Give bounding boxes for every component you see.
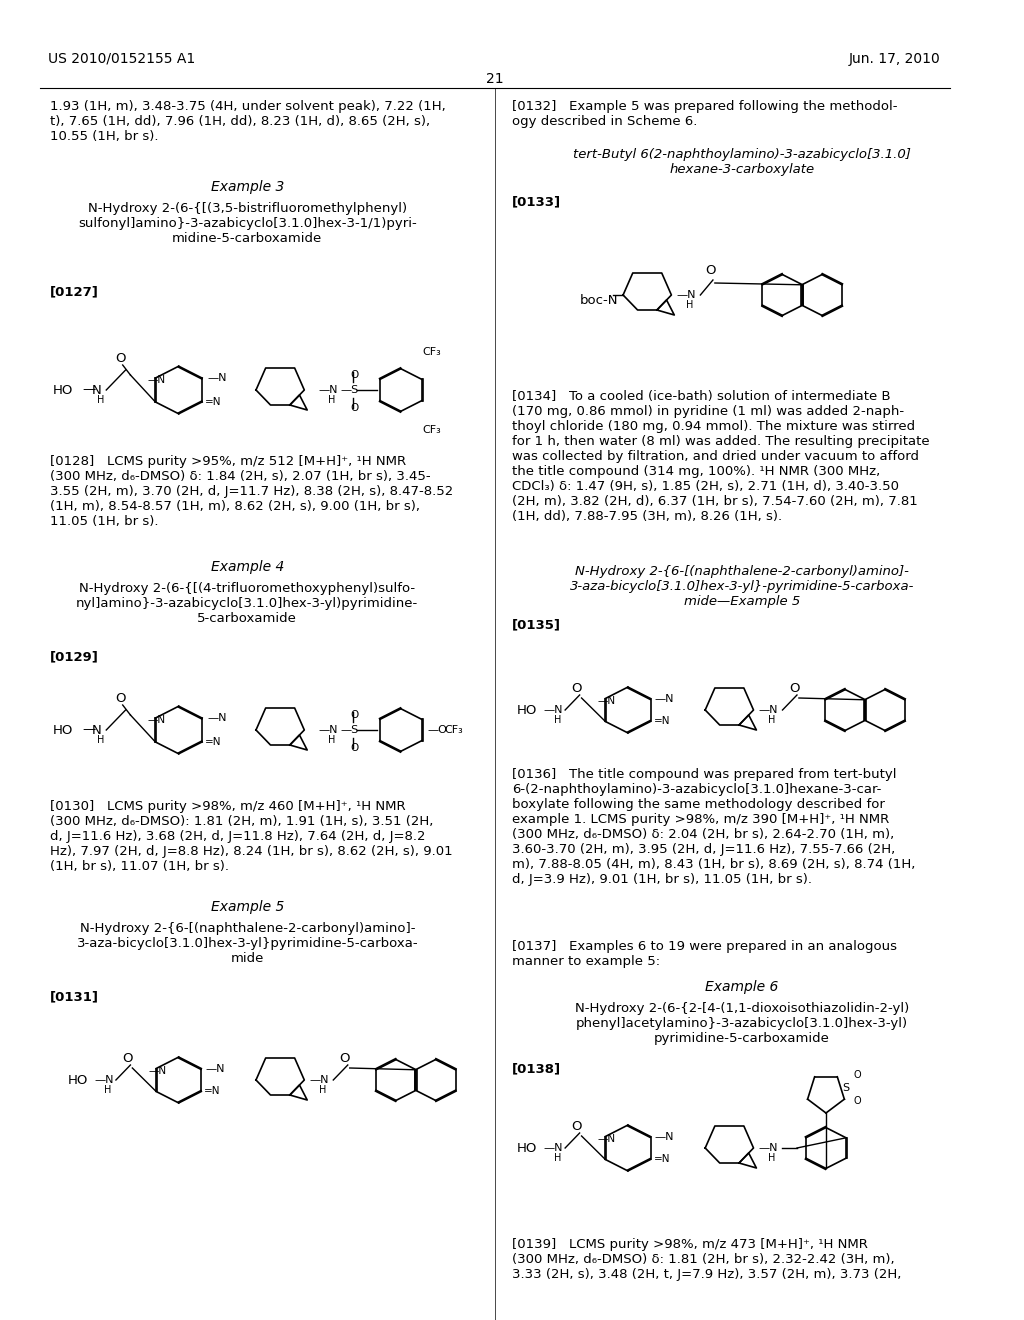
Text: H: H	[768, 715, 775, 725]
Text: [0135]: [0135]	[512, 618, 561, 631]
Text: —N: —N	[654, 1131, 674, 1142]
Text: O: O	[705, 264, 716, 276]
Text: N-Hydroxy 2-(6-{[(3,5-bistrifluoromethylphenyl)
sulfonyl]amino}-3-azabicyclo[3.1: N-Hydroxy 2-(6-{[(3,5-bistrifluoromethyl…	[78, 202, 417, 246]
Text: —N: —N	[544, 1143, 563, 1152]
Text: O: O	[340, 1052, 350, 1064]
Text: H: H	[329, 735, 336, 744]
Text: —N: —N	[318, 725, 338, 735]
Text: O: O	[350, 370, 359, 380]
Text: HO: HO	[53, 723, 74, 737]
Text: Example 4: Example 4	[211, 560, 284, 574]
Text: H: H	[768, 1152, 775, 1163]
Text: N-Hydroxy 2-{6-[(naphthalene-2-carbonyl)amino]-
3-aza-bicyclo[3.1.0]hex-3-yl}-py: N-Hydroxy 2-{6-[(naphthalene-2-carbonyl)…	[569, 565, 914, 609]
Text: —S: —S	[340, 725, 358, 735]
Text: [0136]   The title compound was prepared from tert-butyl
6-(2-naphthoylamino)-3-: [0136] The title compound was prepared f…	[512, 768, 915, 886]
Text: —N: —N	[676, 290, 695, 300]
Text: =N: =N	[205, 397, 221, 407]
Text: HO: HO	[53, 384, 74, 396]
Text: —N: —N	[598, 696, 615, 705]
Text: CF₃: CF₃	[422, 425, 441, 436]
Text: N: N	[92, 723, 101, 737]
Text: —N: —N	[598, 1134, 615, 1143]
Text: O: O	[116, 351, 126, 364]
Text: O: O	[788, 681, 800, 694]
Text: CF₃: CF₃	[444, 725, 463, 735]
Text: [0133]: [0133]	[512, 195, 561, 209]
Text: —N: —N	[94, 1074, 114, 1085]
Text: [0139]   LCMS purity >98%, m/z 473 [M+H]⁺, ¹H NMR
(300 MHz, d₆-DMSO) δ: 1.81 (2H: [0139] LCMS purity >98%, m/z 473 [M+H]⁺,…	[512, 1238, 901, 1280]
Text: 1.93 (1H, m), 3.48-3.75 (4H, under solvent peak), 7.22 (1H,
t), 7.65 (1H, dd), 7: 1.93 (1H, m), 3.48-3.75 (4H, under solve…	[50, 100, 446, 143]
Text: H: H	[554, 1152, 561, 1163]
Text: Example 6: Example 6	[706, 979, 778, 994]
Text: N-Hydroxy 2-{6-[(naphthalene-2-carbonyl)amino]-
3-aza-bicyclo[3.1.0]hex-3-yl}pyr: N-Hydroxy 2-{6-[(naphthalene-2-carbonyl)…	[77, 921, 418, 965]
Text: HO: HO	[68, 1073, 88, 1086]
Text: O: O	[571, 681, 582, 694]
Text: —: —	[82, 723, 95, 737]
Text: —N: —N	[147, 715, 166, 725]
Text: O: O	[350, 743, 359, 752]
Text: [0138]: [0138]	[512, 1063, 561, 1074]
Text: —N: —N	[147, 375, 166, 385]
Text: —N: —N	[544, 705, 563, 715]
Text: tert-Butyl 6(2-naphthoylamino)-3-azabicyclo[3.1.0]
hexane-3-carboxylate: tert-Butyl 6(2-naphthoylamino)-3-azabicy…	[573, 148, 911, 176]
Text: =N: =N	[205, 737, 221, 747]
Text: —N: —N	[205, 1064, 224, 1073]
Text: [0137]   Examples 6 to 19 were prepared in an analogous
manner to example 5:: [0137] Examples 6 to 19 were prepared in…	[512, 940, 897, 968]
Text: 21: 21	[485, 73, 504, 86]
Text: [0134]   To a cooled (ice-bath) solution of intermediate B
(170 mg, 0.86 mmol) i: [0134] To a cooled (ice-bath) solution o…	[512, 389, 930, 523]
Text: O: O	[571, 1119, 582, 1133]
Text: [0129]: [0129]	[50, 649, 99, 663]
Text: —N: —N	[207, 713, 226, 723]
Text: [0130]   LCMS purity >98%, m/z 460 [M+H]⁺, ¹H NMR
(300 MHz, d₆-DMSO): 1.81 (2H, : [0130] LCMS purity >98%, m/z 460 [M+H]⁺,…	[50, 800, 453, 873]
Text: H: H	[96, 395, 104, 405]
Text: [0132]   Example 5 was prepared following the methodol-
ogy described in Scheme : [0132] Example 5 was prepared following …	[512, 100, 897, 128]
Text: Example 5: Example 5	[211, 900, 284, 913]
Text: =N: =N	[204, 1086, 221, 1097]
Text: O: O	[116, 692, 126, 705]
Text: Example 3: Example 3	[211, 180, 284, 194]
Text: H: H	[554, 715, 561, 725]
Text: —N: —N	[148, 1065, 167, 1076]
Text: —N: —N	[654, 693, 674, 704]
Text: —: —	[82, 384, 95, 396]
Text: [0131]: [0131]	[50, 990, 99, 1003]
Text: H: H	[686, 300, 693, 310]
Text: HO: HO	[517, 1142, 538, 1155]
Text: Jun. 17, 2010: Jun. 17, 2010	[849, 51, 941, 66]
Text: —N: —N	[759, 1143, 778, 1152]
Text: H: H	[104, 1085, 112, 1096]
Text: US 2010/0152155 A1: US 2010/0152155 A1	[48, 51, 196, 66]
Text: O: O	[853, 1096, 860, 1106]
Text: —N: —N	[759, 705, 778, 715]
Text: =N: =N	[653, 717, 670, 726]
Text: —O: —O	[427, 725, 446, 735]
Text: —S: —S	[340, 385, 358, 395]
Text: N: N	[92, 384, 101, 396]
Text: O: O	[350, 403, 359, 413]
Text: =N: =N	[653, 1155, 670, 1164]
Text: N-Hydroxy 2-(6-{[(4-trifluoromethoxyphenyl)sulfo-
nyl]amino}-3-azabicyclo[3.1.0]: N-Hydroxy 2-(6-{[(4-trifluoromethoxyphen…	[76, 582, 419, 624]
Text: H: H	[96, 735, 104, 744]
Text: O: O	[122, 1052, 133, 1064]
Text: —N: —N	[318, 385, 338, 395]
Text: N-Hydroxy 2-(6-{2-[4-(1,1-dioxoisothiazolidin-2-yl)
phenyl]acetylamino}-3-azabic: N-Hydroxy 2-(6-{2-[4-(1,1-dioxoisothiazo…	[574, 1002, 909, 1045]
Text: H: H	[329, 395, 336, 405]
Text: [0128]   LCMS purity >95%, m/z 512 [M+H]⁺, ¹H NMR
(300 MHz, d₆-DMSO) δ: 1.84 (2H: [0128] LCMS purity >95%, m/z 512 [M+H]⁺,…	[50, 455, 454, 528]
Text: boc-N: boc-N	[580, 293, 618, 306]
Text: O: O	[853, 1071, 860, 1080]
Text: [0127]: [0127]	[50, 285, 99, 298]
Text: H: H	[318, 1085, 327, 1096]
Text: HO: HO	[517, 704, 538, 717]
Text: —N: —N	[309, 1074, 329, 1085]
Text: O: O	[350, 710, 359, 719]
Text: —N: —N	[207, 374, 226, 383]
Text: S: S	[843, 1082, 850, 1093]
Text: CF₃: CF₃	[422, 347, 441, 356]
